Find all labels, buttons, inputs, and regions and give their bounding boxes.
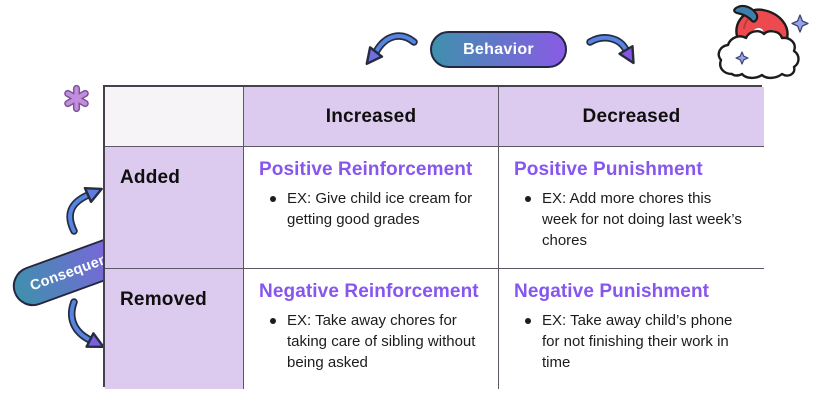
cell-negative-reinforcement: Negative Reinforcement EX: Take away cho… xyxy=(244,269,499,389)
example-text: EX: Take away chores for taking care of … xyxy=(287,312,476,371)
behavior-consequence-table: Increased Decreased Added Positive Reinf… xyxy=(103,85,764,389)
cell-title: Negative Reinforcement xyxy=(259,281,479,302)
example-bullet: EX: Add more chores this week for not do… xyxy=(525,188,748,251)
bullet-dot-icon xyxy=(525,318,531,324)
arrow-consequence-to-removed-icon xyxy=(67,298,105,348)
example-bullet: EX: Give child ice cream for getting goo… xyxy=(270,188,482,230)
behavior-label: Behavior xyxy=(463,40,534,58)
row-header-removed: Removed xyxy=(105,269,244,389)
example-bullet: EX: Take away chores for taking care of … xyxy=(270,310,482,373)
chili-cloud-illustration xyxy=(717,4,809,80)
cell-title: Negative Punishment xyxy=(514,281,710,302)
arrow-consequence-to-added-icon xyxy=(66,186,103,235)
column-header-decreased: Decreased xyxy=(499,87,764,147)
example-bullet: EX: Take away child’s phone for not fini… xyxy=(525,310,748,373)
example-text: EX: Give child ice cream for getting goo… xyxy=(287,190,473,228)
corner-cell xyxy=(105,87,244,147)
cell-positive-reinforcement: Positive Reinforcement EX: Give child ic… xyxy=(244,147,499,269)
cell-title: Positive Punishment xyxy=(514,159,703,180)
bullet-dot-icon xyxy=(270,196,276,202)
arrow-behavior-to-decreased-icon xyxy=(586,34,635,65)
behavior-pill: Behavior xyxy=(430,31,567,68)
sparkle-icon xyxy=(791,14,809,33)
sparkle-icon xyxy=(735,51,749,65)
cell-title: Positive Reinforcement xyxy=(259,159,473,180)
column-header-increased: Increased xyxy=(244,87,499,147)
asterisk-icon xyxy=(64,85,89,112)
example-text: EX: Add more chores this week for not do… xyxy=(542,190,742,249)
row-header-added: Added xyxy=(105,147,244,269)
cell-negative-punishment: Negative Punishment EX: Take away child’… xyxy=(499,269,764,389)
bullet-dot-icon xyxy=(525,196,531,202)
bullet-dot-icon xyxy=(270,318,276,324)
arrow-behavior-to-increased-icon xyxy=(365,32,418,66)
cell-positive-punishment: Positive Punishment EX: Add more chores … xyxy=(499,147,764,269)
example-text: EX: Take away child’s phone for not fini… xyxy=(542,312,733,371)
